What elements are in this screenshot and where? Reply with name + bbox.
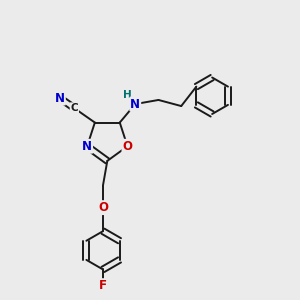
Text: N: N — [82, 140, 92, 153]
Text: C: C — [70, 103, 78, 113]
Text: O: O — [122, 140, 133, 153]
Text: H: H — [123, 90, 131, 100]
Text: N: N — [130, 98, 140, 110]
Text: N: N — [55, 92, 65, 105]
Text: O: O — [98, 201, 108, 214]
Text: F: F — [99, 279, 107, 292]
